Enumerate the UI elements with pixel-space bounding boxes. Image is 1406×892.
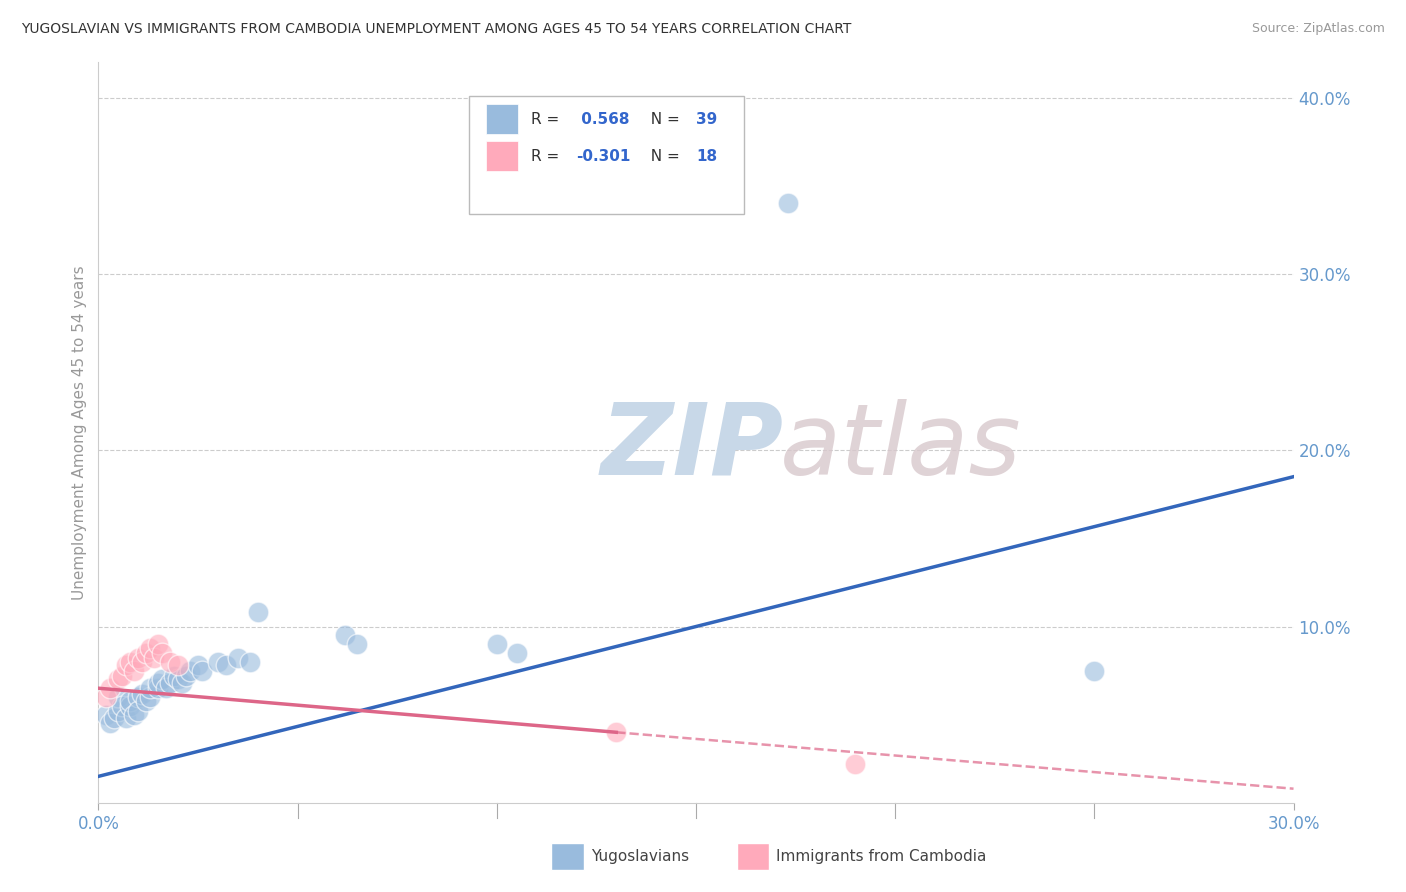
Point	[1083, 664, 1105, 678]
Text: ZIP: ZIP	[600, 399, 783, 496]
Point	[103, 711, 125, 725]
Point	[159, 655, 181, 669]
Point	[246, 606, 269, 620]
Text: R =: R =	[531, 112, 564, 127]
Point	[127, 651, 149, 665]
Point	[115, 711, 138, 725]
Point	[107, 690, 129, 704]
Point	[120, 655, 142, 669]
Point	[124, 707, 146, 722]
Point	[167, 673, 190, 687]
Point	[135, 646, 157, 660]
Point	[187, 658, 209, 673]
Point	[167, 658, 190, 673]
Point	[131, 655, 153, 669]
Text: atlas: atlas	[779, 399, 1021, 496]
Text: YUGOSLAVIAN VS IMMIGRANTS FROM CAMBODIA UNEMPLOYMENT AMONG AGES 45 TO 54 YEARS C: YUGOSLAVIAN VS IMMIGRANTS FROM CAMBODIA …	[21, 22, 852, 37]
Point	[127, 704, 149, 718]
Y-axis label: Unemployment Among Ages 45 to 54 years: Unemployment Among Ages 45 to 54 years	[72, 265, 87, 600]
Point	[226, 651, 249, 665]
Point	[776, 196, 799, 211]
Point	[148, 681, 170, 696]
Point	[124, 664, 146, 678]
Text: -0.301: -0.301	[576, 149, 631, 164]
FancyBboxPatch shape	[551, 843, 583, 871]
Text: N =: N =	[641, 112, 685, 127]
Text: Source: ZipAtlas.com: Source: ZipAtlas.com	[1251, 22, 1385, 36]
FancyBboxPatch shape	[737, 843, 769, 871]
Point	[239, 655, 262, 669]
Point	[111, 698, 134, 713]
Point	[107, 673, 129, 687]
Point	[172, 676, 194, 690]
Point	[174, 669, 197, 683]
Point	[844, 757, 866, 772]
Point	[96, 690, 118, 704]
Point	[98, 716, 122, 731]
Point	[148, 637, 170, 651]
Point	[139, 640, 162, 655]
Text: 18: 18	[696, 149, 717, 164]
FancyBboxPatch shape	[485, 141, 517, 170]
Text: 0.568: 0.568	[576, 112, 630, 127]
Point	[506, 646, 529, 660]
Point	[150, 646, 173, 660]
Text: Immigrants from Cambodia: Immigrants from Cambodia	[776, 848, 987, 863]
Point	[96, 707, 118, 722]
Point	[143, 651, 166, 665]
Point	[135, 693, 157, 707]
Point	[120, 693, 142, 707]
Point	[107, 704, 129, 718]
Text: N =: N =	[641, 149, 685, 164]
Point	[115, 658, 138, 673]
Text: Yugoslavians: Yugoslavians	[591, 848, 689, 863]
Point	[159, 676, 181, 690]
Point	[163, 669, 186, 683]
Point	[139, 690, 162, 704]
Point	[191, 664, 214, 678]
Point	[120, 698, 142, 713]
Point	[150, 673, 173, 687]
Point	[139, 681, 162, 696]
Text: 39: 39	[696, 112, 717, 127]
Point	[98, 681, 122, 696]
Point	[155, 681, 177, 696]
Point	[111, 669, 134, 683]
Point	[485, 637, 508, 651]
Point	[179, 664, 201, 678]
Point	[131, 686, 153, 700]
FancyBboxPatch shape	[470, 95, 744, 214]
FancyBboxPatch shape	[485, 104, 517, 134]
Point	[207, 655, 229, 669]
Text: R =: R =	[531, 149, 564, 164]
Point	[215, 658, 238, 673]
Point	[605, 725, 627, 739]
Point	[148, 676, 170, 690]
Point	[346, 637, 368, 651]
Point	[335, 628, 357, 642]
Point	[127, 690, 149, 704]
